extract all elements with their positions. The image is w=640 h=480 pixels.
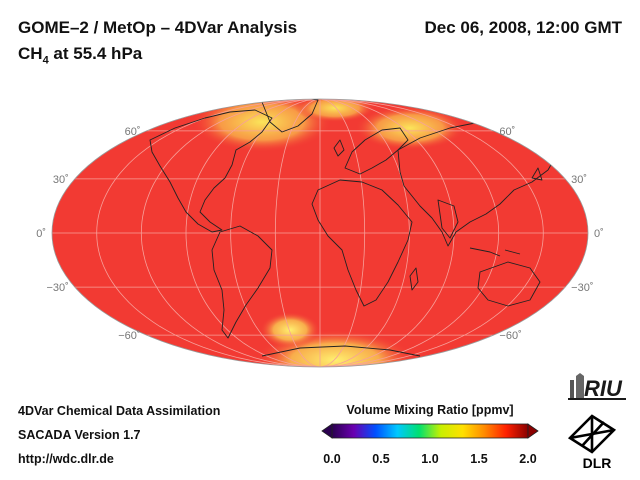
svg-text:RIU: RIU [584,376,623,401]
footer-assimilation: 4DVar Chemical Data Assimilation [18,404,221,418]
colorbar-tick-label: 2.0 [519,452,537,466]
lat-label-right: 30˚ [571,174,587,186]
colorbar-bar [331,423,529,439]
dlr-logo: DLR [567,414,617,471]
lat-label-left: 60˚ [125,126,141,138]
lat-label-left: 30˚ [53,174,69,186]
riu-logo: RIU [568,373,626,401]
colorbar-tick-label: 1.0 [421,452,439,466]
lat-label-right: −30˚ [571,282,593,294]
colorbar-title: Volume Mixing Ratio [ppmv] [346,403,514,417]
footer-version: SACADA Version 1.7 [18,428,141,442]
meridian-line [96,99,321,367]
map-title: GOME–2 / MetOp – 4DVar Analysis [18,18,298,37]
globe-outline [51,98,589,368]
lat-label-left: −60˚ [118,330,140,342]
latitude-labels: 60˚ 60˚ 30˚ 30˚ 0˚ 0˚ −30˚ −30˚ −60˚ −60˚ [36,126,604,342]
lat-label-right: 60˚ [499,126,515,138]
analysis-date: Dec 06, 2008, 12:00 GMT [424,18,622,37]
meridian-line [274,99,321,367]
footer-url[interactable]: http://wdc.dlr.de [18,452,114,466]
species-label: CH4 at 55.4 hPa [18,44,143,67]
meridian-line [185,99,321,367]
svg-text:DLR: DLR [583,455,612,471]
lat-label-right: −60˚ [499,330,521,342]
meridian-line [319,99,544,367]
meridian-line [230,99,321,367]
arctic-high-east [355,106,465,150]
colorbar-tick-label: 1.5 [470,452,488,466]
meridian-line [319,99,366,367]
lat-label-left: −30˚ [47,282,69,294]
colorbar [321,423,539,439]
colorbar-min-arrow [321,423,333,439]
south-plume [260,312,320,348]
lat-label-left: 0˚ [36,228,46,240]
meridian-line [140,99,321,367]
meridian-line [319,99,500,367]
colorbar-tick-label: 0.0 [323,452,341,466]
meridian-line [319,99,455,367]
lat-label-right: 0˚ [594,228,604,240]
colorbar-tick-label: 0.5 [372,452,390,466]
colorbar-max-arrow [527,423,539,439]
